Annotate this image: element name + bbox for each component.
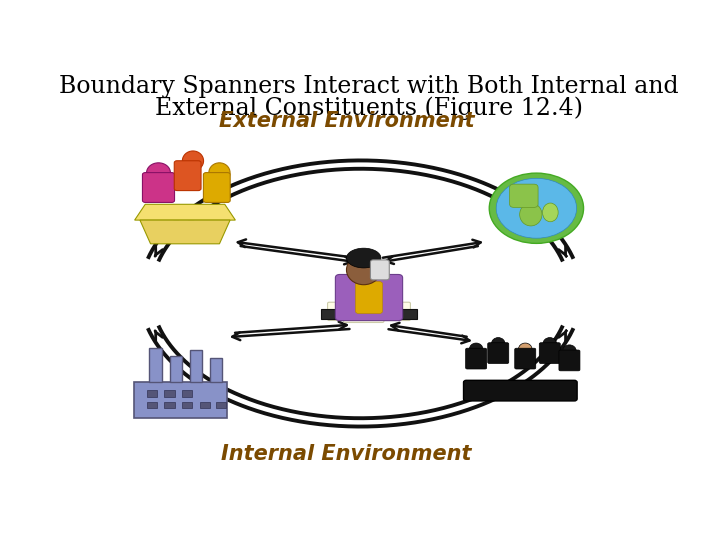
- Ellipse shape: [491, 338, 505, 350]
- FancyBboxPatch shape: [487, 343, 509, 363]
- FancyBboxPatch shape: [559, 350, 580, 371]
- FancyBboxPatch shape: [164, 402, 174, 408]
- Ellipse shape: [496, 178, 577, 238]
- FancyBboxPatch shape: [147, 402, 157, 408]
- Text: Internal Environment: Internal Environment: [222, 443, 472, 463]
- FancyBboxPatch shape: [466, 348, 487, 369]
- FancyBboxPatch shape: [464, 380, 577, 401]
- FancyBboxPatch shape: [143, 173, 174, 202]
- Ellipse shape: [520, 203, 542, 226]
- FancyBboxPatch shape: [182, 402, 192, 408]
- Text: External Environment: External Environment: [219, 111, 474, 131]
- Ellipse shape: [346, 255, 381, 285]
- Ellipse shape: [543, 203, 558, 222]
- Polygon shape: [140, 220, 230, 244]
- Ellipse shape: [147, 163, 171, 183]
- FancyBboxPatch shape: [204, 173, 230, 202]
- FancyBboxPatch shape: [328, 302, 368, 321]
- FancyBboxPatch shape: [199, 402, 210, 408]
- FancyBboxPatch shape: [150, 348, 162, 382]
- FancyBboxPatch shape: [321, 309, 417, 319]
- Ellipse shape: [490, 173, 583, 244]
- FancyBboxPatch shape: [174, 161, 201, 191]
- Ellipse shape: [562, 345, 576, 357]
- FancyBboxPatch shape: [370, 302, 410, 321]
- FancyBboxPatch shape: [343, 304, 384, 322]
- Ellipse shape: [543, 338, 557, 350]
- FancyBboxPatch shape: [216, 402, 226, 408]
- FancyBboxPatch shape: [336, 274, 402, 321]
- FancyBboxPatch shape: [135, 382, 228, 417]
- FancyBboxPatch shape: [182, 390, 192, 397]
- FancyBboxPatch shape: [371, 260, 390, 280]
- FancyBboxPatch shape: [510, 184, 538, 207]
- Ellipse shape: [209, 163, 230, 183]
- Ellipse shape: [518, 343, 532, 356]
- Text: Boundary Spanners Interact with Both Internal and: Boundary Spanners Interact with Both Int…: [59, 75, 679, 98]
- FancyBboxPatch shape: [210, 357, 222, 382]
- Polygon shape: [135, 204, 235, 220]
- FancyBboxPatch shape: [169, 356, 182, 382]
- FancyBboxPatch shape: [147, 390, 157, 397]
- Ellipse shape: [469, 343, 483, 356]
- Text: External Constituents (Figure 12.4): External Constituents (Figure 12.4): [155, 96, 583, 119]
- Ellipse shape: [182, 151, 204, 171]
- FancyBboxPatch shape: [189, 350, 202, 382]
- FancyBboxPatch shape: [515, 348, 536, 369]
- FancyBboxPatch shape: [539, 343, 560, 363]
- FancyBboxPatch shape: [356, 282, 382, 313]
- FancyBboxPatch shape: [348, 300, 390, 319]
- FancyBboxPatch shape: [164, 390, 174, 397]
- Ellipse shape: [346, 248, 381, 268]
